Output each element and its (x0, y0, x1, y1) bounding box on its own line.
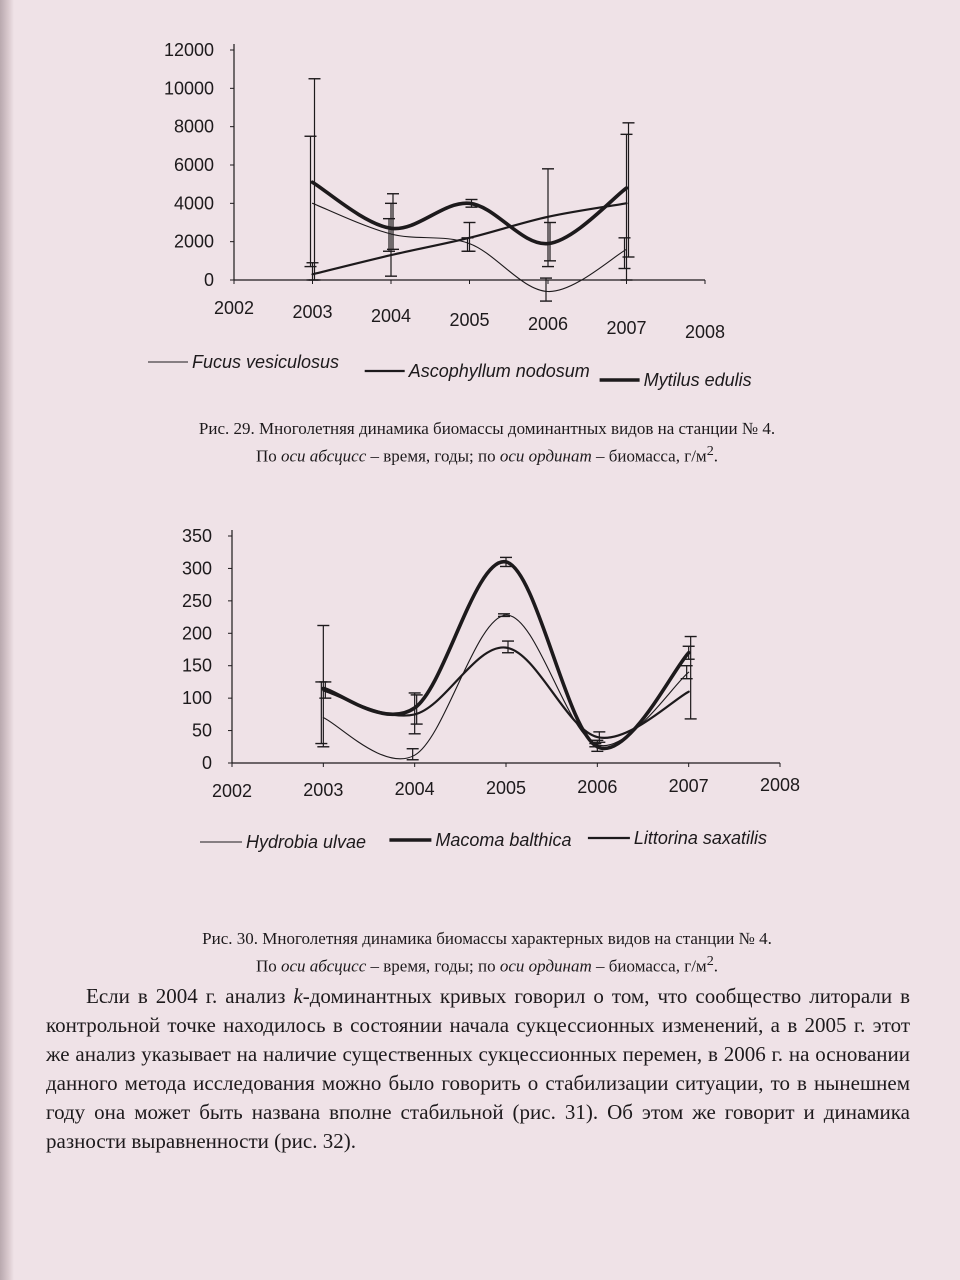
y-tick-label: 150 (182, 656, 212, 676)
figure-29-caption: Рис. 29. Многолетняя динамика биомассы д… (0, 418, 960, 468)
y-tick-label: 8000 (174, 117, 214, 137)
series-line-mytilus-edulis (310, 180, 629, 246)
y-tick-label: 10000 (164, 78, 214, 98)
figure-30-caption: Рис. 30. Многолетняя динамика биомассы х… (0, 928, 960, 978)
x-tick-label: 2004 (371, 306, 411, 326)
series-line-ascophyllum-nodosum (311, 202, 628, 276)
y-tick-label: 2000 (174, 232, 214, 252)
y-tick-label: 0 (204, 270, 214, 290)
y-tick-label: 12000 (164, 40, 214, 60)
legend-label: Hydrobia ulvae (246, 832, 366, 852)
body-paragraph: Если в 2004 г. анализ k-доминантных крив… (46, 984, 910, 1153)
legend-label: Fucus vesiculosus (192, 352, 339, 372)
figure-30-chart: 0 50 100 150 200 250 300 350 2002 2003 2004 2005 200… (182, 526, 800, 852)
figure-30-caption-title: Рис. 30. Многолетняя динамика биомассы х… (202, 929, 772, 948)
x-tick-label: 2002 (214, 298, 254, 318)
x-tick-label: 2004 (395, 779, 435, 799)
y-tick-label: 300 (182, 558, 212, 578)
y-tick-label: 50 (192, 721, 212, 741)
legend-label: Ascophyllum nodosum (408, 361, 590, 381)
y-tick-label: 0 (202, 753, 212, 773)
x-tick-label: 2007 (669, 776, 709, 796)
legend-label: Macoma balthica (435, 830, 571, 850)
x-tick-label: 2006 (577, 777, 617, 797)
y-tick-label: 250 (182, 591, 212, 611)
x-tick-label: 2005 (486, 778, 526, 798)
figure-29-chart: 0 2000 4000 6000 8000 10000 12000 2002 2003 2004 2… (148, 40, 752, 390)
figure-29-caption-axes: По оси абсцисс – время, годы; по оси орд… (255, 443, 719, 466)
y-tick-label: 6000 (174, 155, 214, 175)
x-tick-label: 2007 (606, 318, 646, 338)
x-tick-label: 2002 (212, 781, 252, 801)
book-spine-shadow (0, 0, 14, 1280)
y-tick-label: 350 (182, 526, 212, 546)
x-tick-label: 2003 (292, 302, 332, 322)
y-tick-label: 4000 (174, 193, 214, 213)
x-tick-label: 2003 (303, 780, 343, 800)
x-tick-label: 2005 (449, 310, 489, 330)
figure-30-caption-axes: По оси абсцисс – время, годы; по оси орд… (255, 953, 719, 976)
legend-label: Littorina saxatilis (634, 828, 767, 848)
x-tick-label: 2006 (528, 314, 568, 334)
series-line-macoma-balthica (321, 560, 691, 751)
y-tick-label: 200 (182, 623, 212, 643)
series-line-littorina-saxatilis (322, 646, 690, 739)
x-tick-label: 2008 (685, 322, 725, 342)
x-tick-label: 2008 (760, 775, 800, 795)
y-tick-label: 100 (182, 688, 212, 708)
figure-29-caption-title: Рис. 29. Многолетняя динамика биомассы д… (198, 419, 776, 438)
series-line-hydrobia-ulvae (322, 614, 690, 760)
legend-label: Mytilus edulis (644, 370, 752, 390)
